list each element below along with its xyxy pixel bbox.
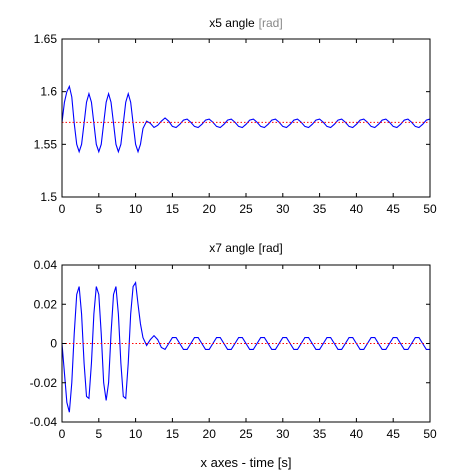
x-tick-label: 50 <box>423 427 437 441</box>
y-tick-label: 0.02 <box>34 297 58 311</box>
x-tick-label: 30 <box>276 202 290 216</box>
x-tick-label: 10 <box>129 427 143 441</box>
chart-x7-angle: 0 5 10 15 20 25 30 35 40 45 50 -0.04 -0.02 0 0.02 0.04 x… <box>30 241 437 470</box>
x-tick-label: 50 <box>423 202 437 216</box>
x-tick-label: 5 <box>95 427 102 441</box>
y-tick-label: -0.02 <box>30 376 58 390</box>
y-tick-label: 0 <box>50 337 57 351</box>
y-tick-label: 1.55 <box>34 137 58 151</box>
chart-title: x5 angle [rad] <box>209 16 282 30</box>
x-axis-label: x axes - time [s] <box>200 455 291 470</box>
x-tick-label: 25 <box>239 202 253 216</box>
x-tick-label: 35 <box>313 427 327 441</box>
chart-title-text: x7 angle <box>209 241 255 255</box>
x-tick-label: 0 <box>59 202 66 216</box>
x-tick-label: 45 <box>387 427 401 441</box>
x-tick-label: 45 <box>387 202 401 216</box>
series-line-0 <box>61 281 430 413</box>
y-tick-label: 0.04 <box>34 258 58 272</box>
x-tick-label: 25 <box>239 427 253 441</box>
x-tick-label: 20 <box>203 202 217 216</box>
x-tick-label: 15 <box>166 427 180 441</box>
chart-title-unit: [rad] <box>259 241 283 255</box>
x-tick-label: 0 <box>59 427 66 441</box>
x-tick-label: 15 <box>166 202 180 216</box>
x-tick-label: 40 <box>350 427 364 441</box>
x-tick-label: 30 <box>276 427 290 441</box>
x-tick-label: 20 <box>203 427 217 441</box>
y-tick-label: 1.65 <box>34 32 58 46</box>
chart-title: x7 angle [rad] <box>209 241 282 255</box>
x-tick-label: 35 <box>313 202 327 216</box>
y-tick-label: 1.5 <box>40 190 57 204</box>
chart-x5-angle: 0 5 10 15 20 25 30 35 40 45 50 1.5 1.55 1.6 1.65 x5 ang… <box>34 16 437 216</box>
chart-title-unit: [rad] <box>259 16 283 30</box>
chart-title-text: x5 angle <box>209 16 255 30</box>
plot-frame <box>61 38 431 198</box>
x-tick-label: 5 <box>95 202 102 216</box>
x-tick-label: 40 <box>350 202 364 216</box>
y-tick-label: 1.6 <box>40 85 57 99</box>
x-tick-label: 10 <box>129 202 143 216</box>
y-tick-label: -0.04 <box>30 415 58 429</box>
series-line-0 <box>61 84 431 154</box>
